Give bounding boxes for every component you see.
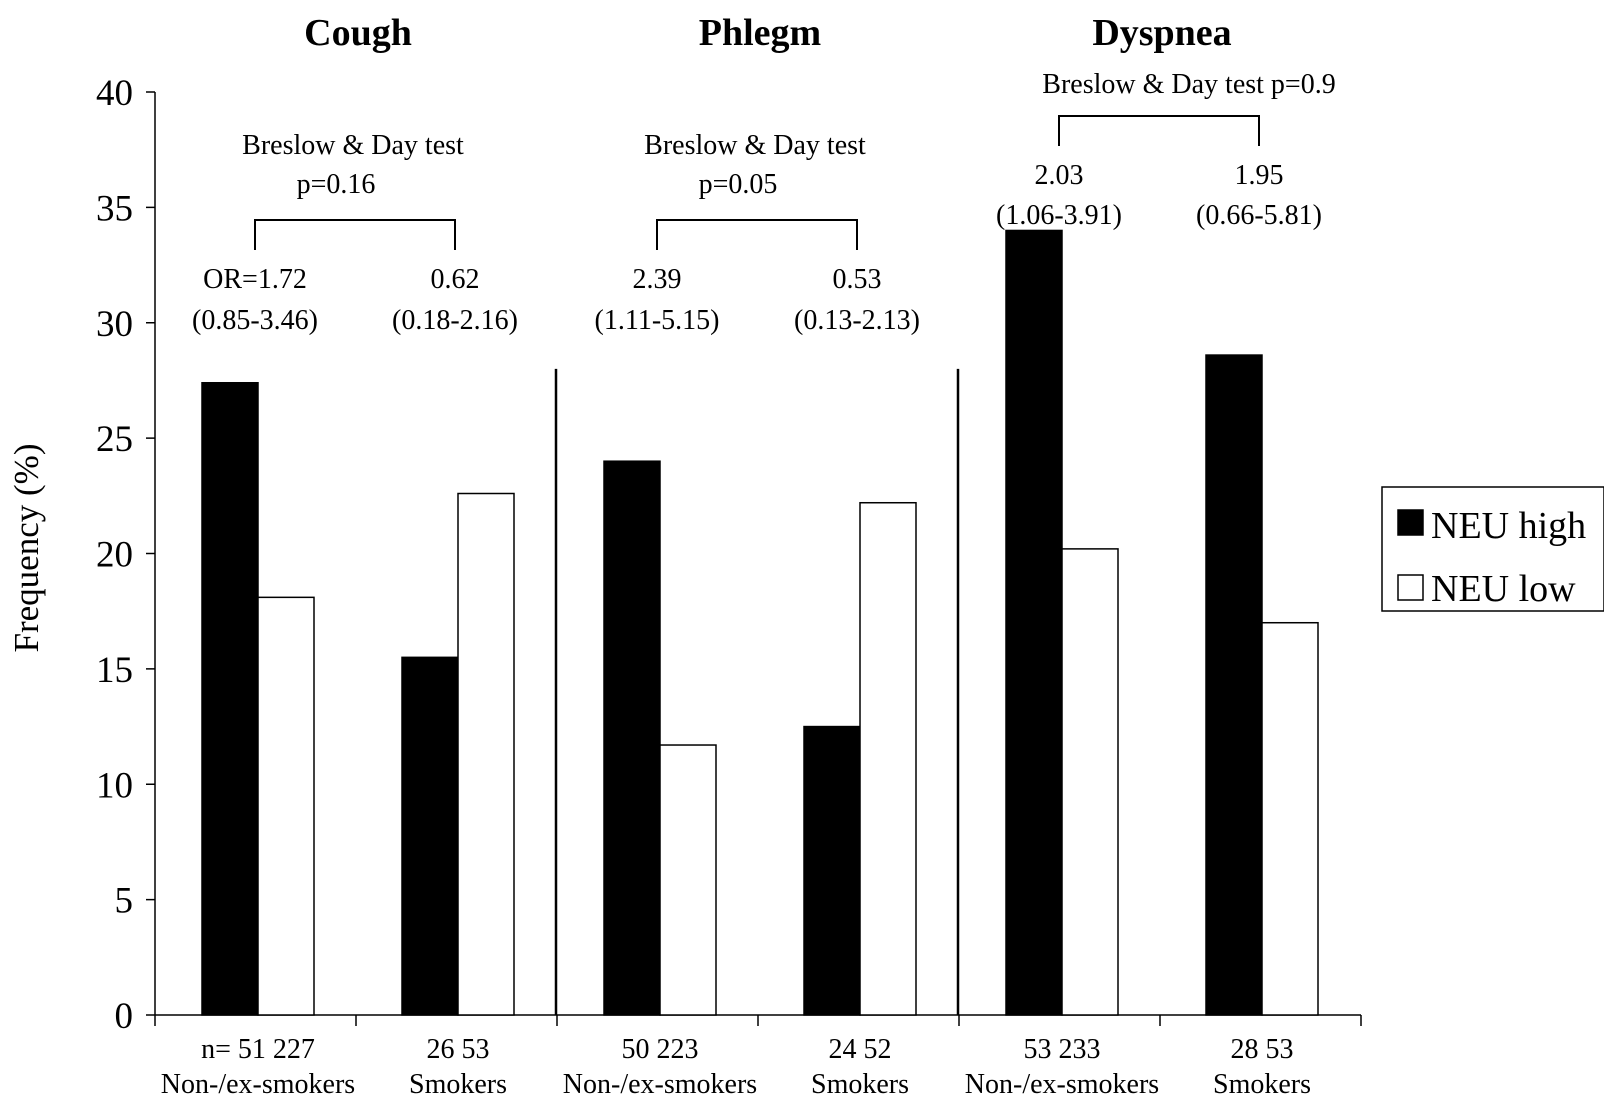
bar-neu-low bbox=[1061, 548, 1119, 1016]
y-tick-label: 40 bbox=[96, 73, 133, 114]
panel-title: Cough bbox=[304, 12, 412, 54]
y-tick-label: 25 bbox=[96, 419, 133, 460]
y-tick-label: 10 bbox=[96, 765, 133, 806]
y-tick-label: 5 bbox=[115, 881, 134, 922]
bars bbox=[201, 229, 1319, 1016]
bar-neu-high bbox=[1005, 229, 1063, 1016]
bar-neu-high bbox=[803, 725, 861, 1016]
annotations: Cough n= 51 227 Non-/ex-smokers 26 53 Smoker… bbox=[161, 12, 1336, 1098]
legend: NEU high NEU low bbox=[1381, 486, 1604, 612]
bar-neu-high bbox=[401, 656, 459, 1016]
confidence-interval-label: (1.06-3.91) bbox=[996, 200, 1122, 231]
axes: 0 5 10 15 20 25 30 35 40 bbox=[96, 73, 1362, 1037]
confidence-interval-label: (0.13-2.13) bbox=[794, 305, 920, 336]
group-label: Non-/ex-smokers bbox=[563, 1069, 757, 1098]
breslow-day-test-label: Breslow & Day test bbox=[242, 130, 464, 161]
confidence-interval-label: (0.85-3.46) bbox=[192, 305, 318, 336]
y-tick-label: 30 bbox=[96, 304, 133, 345]
legend-swatch-neu-low bbox=[1397, 574, 1424, 601]
y-tick-label: 35 bbox=[96, 188, 133, 229]
odds-ratio-label: 0.62 bbox=[431, 264, 480, 295]
bar-neu-low bbox=[457, 492, 515, 1016]
y-tick-label: 0 bbox=[115, 996, 134, 1037]
comparison-bracket bbox=[254, 219, 456, 250]
odds-ratio-label: 0.53 bbox=[833, 264, 882, 295]
group-label: Smokers bbox=[409, 1069, 507, 1098]
legend-swatch-neu-high bbox=[1397, 509, 1424, 536]
bar-neu-high bbox=[1205, 354, 1263, 1016]
bar-neu-high bbox=[201, 381, 259, 1016]
breslow-day-test-label: Breslow & Day test p=0.9 bbox=[1042, 69, 1335, 100]
odds-ratio-label: 1.95 bbox=[1235, 160, 1284, 191]
bar-neu-low bbox=[257, 596, 315, 1016]
n-label: 26 53 bbox=[427, 1034, 490, 1065]
group-label: Non-/ex-smokers bbox=[161, 1069, 355, 1098]
confidence-interval-label: (1.11-5.15) bbox=[595, 305, 720, 336]
bar-neu-high bbox=[603, 460, 661, 1016]
y-axis-label: Frequency (%) bbox=[7, 444, 46, 653]
comparison-bracket bbox=[656, 219, 858, 250]
bar-neu-low bbox=[859, 501, 917, 1016]
odds-ratio-label: 2.03 bbox=[1035, 160, 1084, 191]
comparison-bracket bbox=[1058, 115, 1260, 146]
p-value-label: p=0.16 bbox=[297, 169, 376, 200]
y-tick-label: 15 bbox=[96, 650, 133, 691]
p-value-label: p=0.05 bbox=[699, 169, 778, 200]
n-label: 50 223 bbox=[622, 1034, 699, 1065]
group-label: Smokers bbox=[811, 1069, 909, 1098]
breslow-day-test-label: Breslow & Day test bbox=[644, 130, 866, 161]
group-label: Smokers bbox=[1213, 1069, 1311, 1098]
y-tick-label: 20 bbox=[96, 535, 133, 576]
panel-title: Dyspnea bbox=[1092, 12, 1231, 54]
n-label: 28 53 bbox=[1231, 1034, 1294, 1065]
bar-neu-low bbox=[1261, 621, 1319, 1016]
group-label: Non-/ex-smokers bbox=[965, 1069, 1159, 1098]
bar-neu-low bbox=[659, 744, 717, 1016]
n-label: 24 52 bbox=[829, 1034, 892, 1065]
confidence-interval-label: (0.66-5.81) bbox=[1196, 200, 1322, 231]
odds-ratio-label: OR=1.72 bbox=[203, 264, 307, 295]
legend-label-neu-high: NEU high bbox=[1431, 505, 1586, 547]
confidence-interval-label: (0.18-2.16) bbox=[392, 305, 518, 336]
n-label: 53 233 bbox=[1024, 1034, 1101, 1065]
odds-ratio-label: 2.39 bbox=[633, 264, 682, 295]
n-label: n= 51 227 bbox=[201, 1034, 315, 1065]
panel-title: Phlegm bbox=[699, 12, 821, 54]
legend-label-neu-low: NEU low bbox=[1431, 568, 1576, 610]
